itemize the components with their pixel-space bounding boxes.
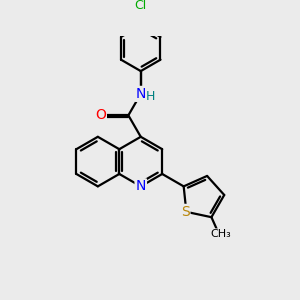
Text: N: N (136, 179, 146, 194)
Text: Cl: Cl (135, 0, 147, 12)
Text: O: O (95, 108, 106, 122)
Text: H: H (146, 90, 155, 103)
Text: N: N (136, 87, 146, 101)
Text: S: S (181, 205, 189, 219)
Text: CH₃: CH₃ (210, 229, 231, 239)
